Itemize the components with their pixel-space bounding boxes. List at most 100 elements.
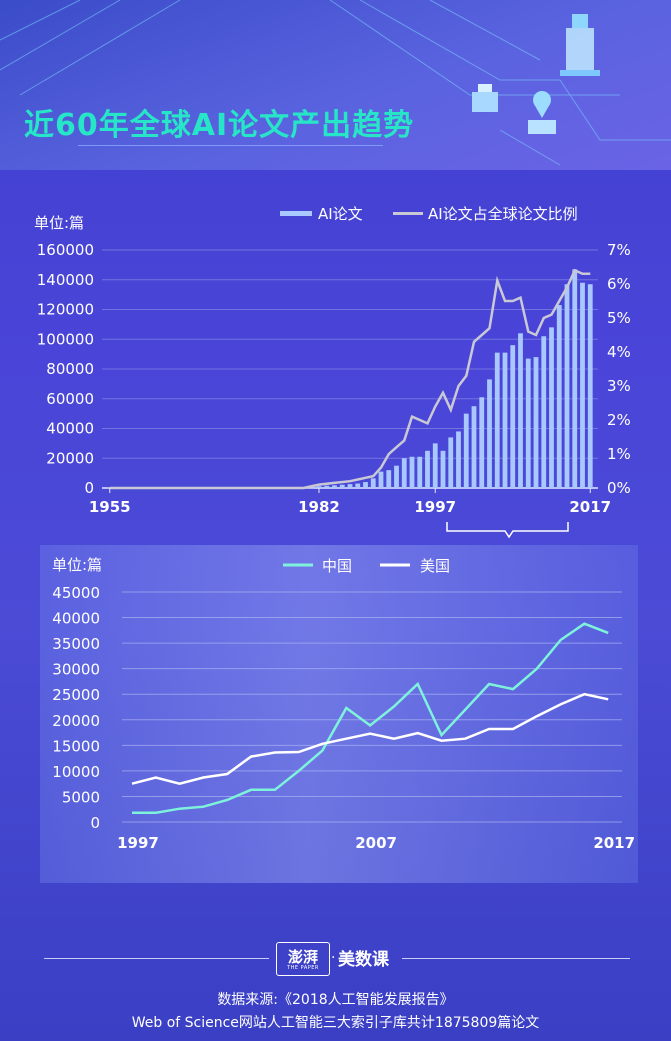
chart1-bar [572, 269, 578, 488]
chart1-y-tick-label: 80000 [46, 360, 94, 378]
data-source-line-1: 数据来源:《2018人工智能发展报告》 [217, 992, 454, 1008]
logo-separator-dot: · [331, 950, 336, 966]
chart1-bar [355, 483, 361, 488]
footer-divider-left [44, 958, 269, 959]
chart2-grid [122, 591, 622, 823]
chart-ai-papers-global: 0 20000 40000 60000 80000 100000 120000 140000 1… [34, 205, 631, 539]
chart1-bar [533, 357, 539, 488]
zoom-bracket [446, 522, 569, 539]
chart1-bar [347, 484, 353, 488]
legend-label-china: 中国 [322, 557, 352, 575]
chart1-bar [394, 465, 399, 488]
chart1-bar [502, 352, 508, 488]
chart1-bar [339, 484, 345, 488]
chart1-bar [587, 284, 593, 488]
chart1-y2-tick-label: 7% [607, 241, 631, 259]
chart1-bar [541, 336, 547, 488]
brand-name: 美数课 [338, 950, 389, 970]
footer-divider-right [402, 958, 630, 959]
chart1-y-tick-label: 140000 [37, 271, 94, 289]
chart2-y-tick-label: 5000 [62, 788, 100, 806]
chart1-y2-tick-label: 3% [607, 377, 631, 395]
chart1-y-tick-label: 20000 [46, 449, 94, 467]
legend-label-usa: 美国 [420, 557, 450, 575]
chart1-bar [324, 485, 330, 488]
chart2-y-ticks: 0 5000 10000 15000 20000 25000 30000 35000 40000… [52, 584, 100, 832]
chart1-bar [471, 406, 477, 488]
location-pin-icon [528, 91, 556, 134]
chart1-bar [518, 333, 523, 488]
chart1-bars [107, 269, 593, 489]
chart1-ratio-line [109, 268, 591, 490]
chart1-y2-tick-label: 2% [607, 411, 631, 429]
chart1-bar [432, 443, 438, 488]
chart2-x-tick-label: 1997 [117, 834, 159, 852]
chart2-y-tick-label: 20000 [52, 712, 100, 730]
chart1-bar [549, 327, 554, 488]
building-icon [560, 14, 600, 76]
chart1-bar [510, 345, 516, 488]
chart1-y2-tick-label: 6% [607, 275, 631, 293]
chart1-bar [487, 379, 492, 488]
chart1-bar [363, 482, 368, 488]
chart1-y2-tick-label: 1% [607, 445, 631, 463]
chart1-y-tick-label: 100000 [37, 330, 94, 348]
chart2-line-usa [131, 692, 609, 785]
chart1-bar [425, 450, 430, 488]
chart1-bar [448, 437, 454, 488]
chart-china-vs-usa: 0 5000 10000 15000 20000 25000 30000 35000 40000… [52, 556, 635, 852]
chart1-y2-ticks: 0% 1% 2% 3% 4% 5% 6% 7% [607, 241, 631, 497]
chart1-y-tick-label: 160000 [37, 241, 94, 259]
chart1-bar [316, 486, 322, 488]
chart1-x-tick-label: 2017 [569, 498, 611, 516]
chart2-panel [40, 545, 638, 883]
chart1-bar [556, 305, 562, 488]
chart2-x-tick-label: 2017 [593, 834, 635, 852]
legend-label-ratio: AI论文占全球论文比例 [428, 205, 578, 223]
chart1-y-tick-label: 60000 [46, 390, 94, 408]
chart1-y2-tick-label: 5% [607, 309, 631, 327]
store-icon [472, 84, 498, 112]
data-source-line-2: Web of Science网站人工智能三大索引子库共计1875809篇论文 [131, 1015, 540, 1031]
chart2-legend: 中国 美国 [283, 557, 450, 575]
thepaper-logo: 澎湃 THE PAPER [276, 942, 330, 976]
chart2-y-tick-label: 40000 [52, 610, 100, 628]
chart1-y2-tick-label: 4% [607, 343, 631, 361]
chart1-y2-tick-label: 0% [607, 479, 631, 497]
chart1-y-ticks: 0 20000 40000 60000 80000 100000 120000 140000 1… [37, 241, 94, 497]
chart1-legend: AI论文 AI论文占全球论文比例 [280, 205, 578, 223]
legend-label-ai-papers: AI论文 [318, 205, 363, 223]
logo-subtext: THE PAPER [287, 965, 319, 971]
chart1-bar [378, 471, 384, 488]
chart1-x-tick-label: 1982 [298, 498, 340, 516]
chart1-bar [370, 478, 376, 488]
chart2-y-tick-label: 25000 [52, 686, 100, 704]
chart1-bar [494, 352, 500, 488]
legend-swatch-ai-papers [280, 211, 312, 216]
chart1-bar [564, 284, 570, 488]
chart1-bar [409, 456, 415, 488]
chart1-bar [386, 470, 392, 488]
chart1-bar [308, 487, 314, 489]
chart1-x-tick-label: 1997 [414, 498, 456, 516]
chart1-y-tick-label: 0 [84, 479, 94, 497]
chart1-bar [417, 456, 423, 488]
chart2-y-tick-label: 0 [90, 814, 100, 832]
chart1-bar [479, 397, 485, 488]
chart1-bar [332, 485, 337, 488]
chart2-ylabel: 单位:篇 [52, 556, 102, 574]
chart1-bar [401, 458, 407, 488]
chart2-x-ticks: 1997 2007 2017 [117, 834, 635, 852]
chart1-bar [463, 413, 469, 488]
chart1-bar [107, 487, 113, 489]
legend-swatch-ratio [393, 212, 423, 215]
chart1-x-tick-label: 1955 [89, 498, 131, 516]
chart1-bar [456, 431, 461, 488]
chart1-bar [525, 358, 531, 488]
chart1-ylabel: 单位:篇 [34, 214, 84, 232]
chart2-y-tick-label: 10000 [52, 763, 100, 781]
header-decoration [0, 0, 671, 166]
header-banner [0, 0, 671, 170]
chart2-y-tick-label: 30000 [52, 661, 100, 679]
chart2-y-tick-label: 35000 [52, 635, 100, 653]
